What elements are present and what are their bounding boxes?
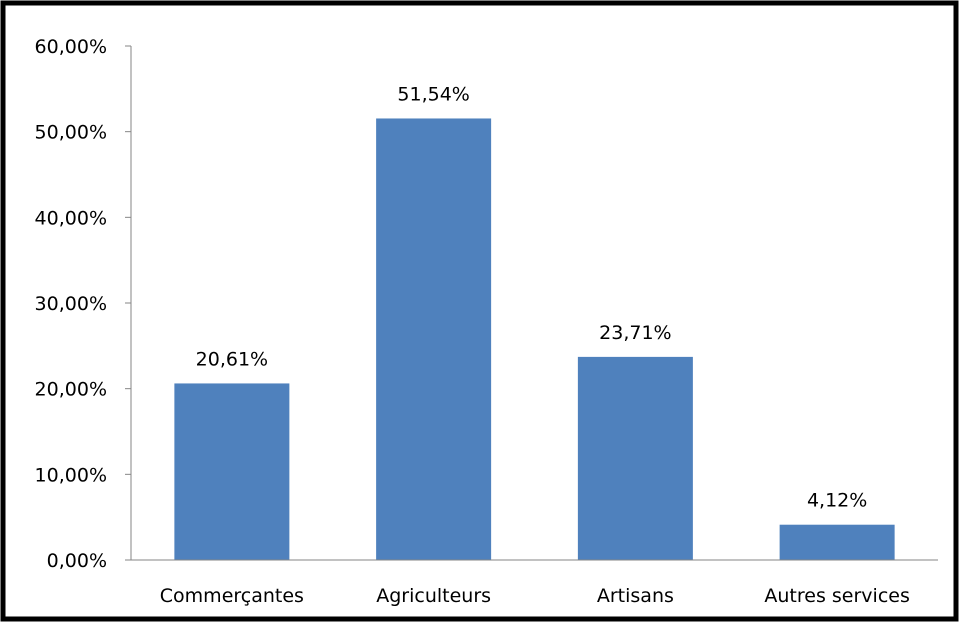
- data-label: 20,61%: [196, 348, 268, 370]
- bars: [174, 118, 895, 560]
- y-tick-label: 40,00%: [35, 207, 107, 229]
- y-axis-ticks: 0,00% 10,00% 20,00% 30,00% 40,00% 50,00% 60,00…: [35, 36, 131, 572]
- x-category-label: Autres services: [764, 585, 909, 607]
- y-tick-label: 60,00%: [35, 36, 107, 58]
- y-tick-label: 10,00%: [35, 464, 107, 486]
- bar-autres-services: [779, 524, 895, 560]
- x-category-label: Commerçantes: [160, 585, 304, 607]
- y-tick-label: 20,00%: [35, 379, 107, 401]
- data-label: 23,71%: [599, 322, 671, 344]
- bar-commer-antes: [174, 383, 290, 560]
- x-axis-labels: Commerçantes Agriculteurs Artisans Autres s…: [160, 585, 910, 607]
- x-category-label: Artisans: [597, 585, 674, 607]
- data-label: 51,54%: [397, 83, 469, 105]
- bar-agriculteurs: [376, 118, 492, 560]
- y-tick-label: 0,00%: [47, 550, 107, 572]
- data-labels: 20,61% 51,54% 23,71% 4,12%: [196, 83, 868, 511]
- x-category-label: Agriculteurs: [376, 585, 491, 607]
- bar-artisans: [577, 356, 693, 560]
- data-label: 4,12%: [807, 490, 867, 512]
- y-tick-label: 50,00%: [35, 122, 107, 144]
- y-tick-label: 30,00%: [35, 293, 107, 315]
